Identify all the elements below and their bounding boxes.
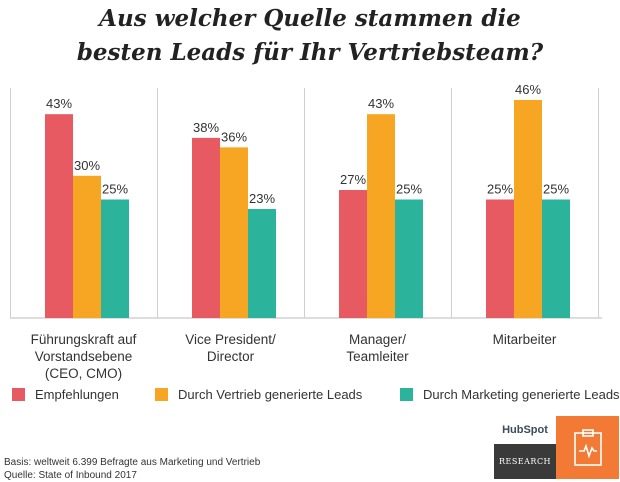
data-label-sales-leads: 43% [368, 96, 394, 111]
legend-swatch-referrals [12, 388, 25, 401]
footer-basis: Basis: weltweit 6.399 Befragte aus Marke… [4, 457, 261, 468]
category-label: Vice President/ [185, 332, 276, 347]
chart-title-line-2: besten Leads für Ihr Vertriebsteam? [76, 39, 544, 66]
data-label-sales-leads: 36% [221, 129, 247, 144]
bar-marketing-leads [101, 199, 129, 318]
hubspot-research-badge: HubSpot RESEARCH [494, 416, 619, 479]
bar-chart: 43%30%25%Führungskraft aufVorstandsebene… [10, 82, 602, 381]
legend-swatch-sales-leads [155, 388, 168, 401]
data-label-marketing-leads: 25% [396, 182, 422, 197]
bar-sales-leads [220, 147, 248, 318]
chart-title-line-1: Aus welcher Quelle stammen die [99, 5, 521, 32]
category-label: Director [207, 349, 255, 364]
data-label-referrals: 43% [46, 96, 72, 111]
bar-referrals [45, 114, 73, 319]
bar-referrals [486, 199, 514, 318]
data-label-marketing-leads: 23% [249, 191, 275, 206]
footer-note: Basis: weltweit 6.399 Befragte aus Marke… [4, 456, 260, 482]
legend-item-marketing-leads: Durch Marketing generierte Leads [400, 387, 620, 402]
legend-item-sales-leads: Durch Vertrieb generierte Leads [155, 387, 362, 402]
bar-referrals [339, 190, 367, 318]
data-label-marketing-leads: 25% [543, 182, 569, 197]
legend-label-referrals: Empfehlungen [35, 387, 119, 402]
bar-sales-leads [514, 99, 542, 319]
research-label: RESEARCH [494, 444, 556, 479]
data-label-referrals: 38% [193, 120, 219, 135]
bar-marketing-leads [395, 199, 423, 318]
footer-source: Quelle: State of Inbound 2017 [4, 470, 137, 481]
category-label: Mitarbeiter [493, 332, 557, 347]
data-label-sales-leads: 46% [515, 82, 541, 97]
bar-marketing-leads [248, 208, 276, 318]
category-label: Vorstandsebene [35, 349, 133, 364]
legend-swatch-marketing-leads [400, 388, 413, 401]
category-label: (CEO, CMO) [45, 366, 122, 381]
bar-referrals [192, 137, 220, 318]
category-label: Teamleiter [346, 349, 409, 364]
legend-label-marketing-leads: Durch Marketing generierte Leads [423, 387, 620, 402]
chart-title: Aus welcher Quelle stammen die besten Le… [0, 2, 620, 70]
bar-marketing-leads [542, 199, 570, 318]
clipboard-pulse-icon [573, 428, 602, 466]
data-label-sales-leads: 30% [74, 158, 100, 173]
chart-legend: Empfehlungen Durch Vertrieb generierte L… [0, 387, 620, 407]
bar-sales-leads [367, 114, 395, 319]
data-label-marketing-leads: 25% [102, 182, 128, 197]
legend-label-sales-leads: Durch Vertrieb generierte Leads [178, 387, 363, 402]
brand-icon-box [556, 416, 619, 479]
data-label-referrals: 25% [487, 182, 513, 197]
category-label: Manager/ [349, 332, 406, 347]
hubspot-logo: HubSpot [494, 416, 556, 444]
category-label: Führungskraft auf [31, 332, 137, 347]
data-label-referrals: 27% [340, 172, 366, 187]
bar-sales-leads [73, 175, 101, 318]
legend-item-referrals: Empfehlungen [12, 387, 119, 402]
